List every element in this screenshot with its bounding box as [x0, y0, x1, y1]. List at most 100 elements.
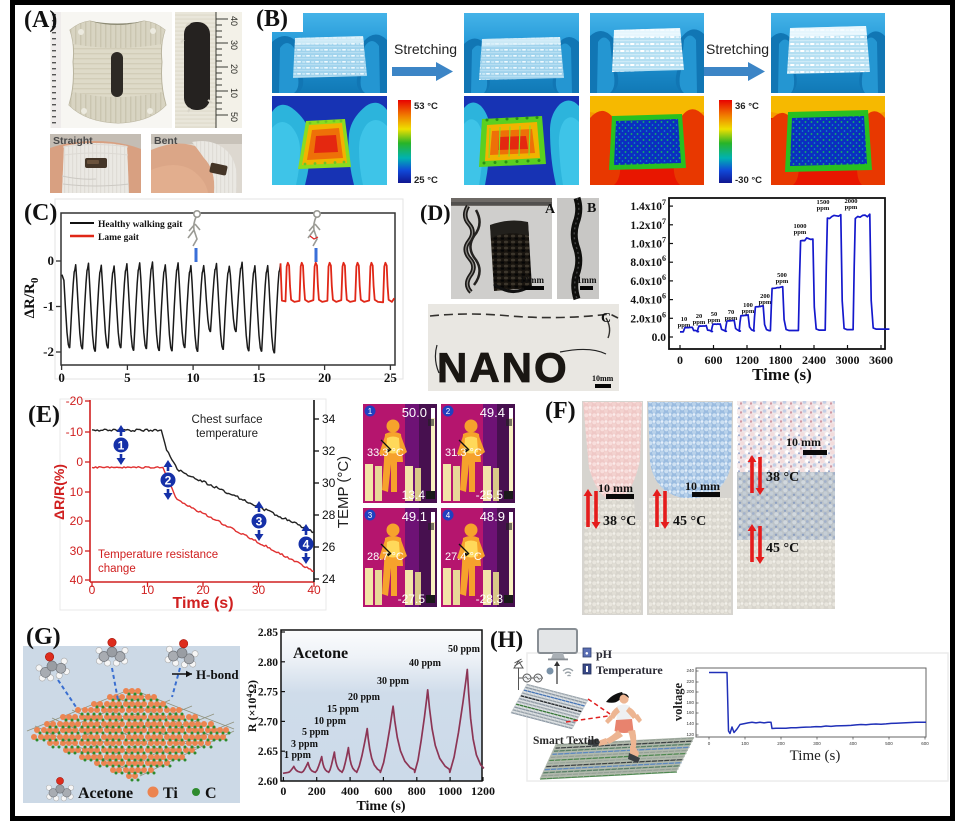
svg-text:Time (s): Time (s) [752, 365, 812, 384]
svg-text:(H): (H) [490, 627, 523, 652]
svg-text:0.0: 0.0 [652, 332, 667, 344]
svg-text:10: 10 [141, 583, 155, 597]
svg-text:A: A [545, 202, 556, 217]
svg-text:Ti: Ti [163, 785, 178, 802]
svg-text:Smart Textile: Smart Textile [533, 735, 599, 747]
svg-text:33.3 °C: 33.3 °C [367, 447, 404, 459]
svg-text:10mm: 10mm [592, 374, 614, 383]
svg-text:400: 400 [849, 741, 857, 746]
svg-text:-27.5: -27.5 [398, 592, 426, 606]
svg-text:0: 0 [89, 583, 96, 597]
svg-text:Lame gait: Lame gait [98, 233, 140, 243]
svg-text:TEMP (°C): TEMP (°C) [335, 456, 352, 528]
svg-text:1: 1 [368, 407, 373, 416]
svg-text:0: 0 [58, 370, 65, 385]
svg-text:2.60: 2.60 [258, 776, 278, 788]
svg-text:Stretching: Stretching [706, 41, 769, 57]
svg-text:10 ppm: 10 ppm [314, 716, 347, 727]
svg-text:220: 220 [686, 679, 694, 684]
svg-text:Healthy walking gait: Healthy walking gait [98, 220, 183, 230]
svg-text:8.0x106: 8.0x106 [630, 254, 666, 269]
svg-text:53 °C: 53 °C [414, 101, 438, 112]
svg-text:2.75: 2.75 [258, 687, 278, 699]
svg-text:Temperature resistance: Temperature resistance [98, 549, 218, 561]
svg-text:49.1: 49.1 [402, 509, 427, 524]
svg-text:26: 26 [322, 540, 336, 554]
svg-text:200: 200 [686, 689, 694, 694]
svg-text:Temperature: Temperature [596, 663, 663, 677]
svg-text:0: 0 [677, 353, 683, 367]
svg-text:3: 3 [368, 511, 373, 520]
svg-text:voltage: voltage [671, 682, 685, 721]
svg-text:●: ● [585, 651, 589, 657]
svg-text:Straight: Straight [53, 135, 93, 147]
svg-text:4: 4 [446, 511, 451, 520]
svg-text:10: 10 [187, 370, 200, 385]
svg-text:3: 3 [256, 515, 263, 529]
svg-text:13.4: 13.4 [402, 488, 426, 502]
svg-text:32: 32 [322, 444, 336, 458]
svg-text:temperature: temperature [196, 428, 258, 440]
svg-text:50.0: 50.0 [402, 405, 427, 420]
svg-text:500: 500 [885, 741, 893, 746]
svg-text:15: 15 [252, 370, 266, 385]
svg-text:4: 4 [303, 538, 310, 552]
svg-text:38 °C: 38 °C [766, 470, 799, 485]
svg-text:30 ppm: 30 ppm [377, 676, 410, 687]
svg-text:300: 300 [813, 741, 821, 746]
svg-text:0: 0 [76, 455, 83, 469]
svg-text:pH: pH [596, 647, 613, 661]
svg-text:1800: 1800 [769, 353, 793, 367]
svg-text:Time (s): Time (s) [790, 748, 841, 764]
svg-text:600: 600 [921, 741, 929, 746]
svg-text:25: 25 [384, 370, 398, 385]
svg-text:-30 °C: -30 °C [735, 175, 762, 186]
svg-text:1200: 1200 [471, 784, 495, 798]
svg-text:10 mm: 10 mm [685, 479, 720, 493]
svg-text:120: 120 [686, 732, 694, 737]
svg-text:Time (s): Time (s) [172, 595, 233, 612]
svg-text:-1: -1 [43, 299, 54, 314]
svg-text:4.0x106: 4.0x106 [630, 292, 666, 307]
svg-text:600: 600 [705, 353, 723, 367]
svg-text:-20: -20 [66, 396, 84, 408]
svg-text:5: 5 [124, 370, 131, 385]
svg-text:C: C [601, 311, 611, 326]
svg-text:Time (s): Time (s) [356, 799, 405, 813]
svg-text:5 ppm: 5 ppm [302, 727, 330, 738]
svg-text:0: 0 [48, 253, 55, 268]
svg-text:400: 400 [341, 784, 359, 798]
svg-text:2.0x106: 2.0x106 [630, 310, 666, 325]
svg-text:1: 1 [118, 439, 125, 453]
svg-text:10 mm: 10 mm [598, 481, 633, 495]
svg-text:40: 40 [229, 16, 239, 26]
svg-text:1 ppm: 1 ppm [284, 750, 312, 761]
svg-text:0: 0 [280, 784, 286, 798]
svg-text:180: 180 [686, 700, 694, 705]
svg-text:ΔR/R0: ΔR/R0 [22, 277, 41, 318]
svg-text:45 °C: 45 °C [766, 541, 799, 556]
svg-text:-28.3: -28.3 [476, 592, 504, 606]
svg-text:Stretching: Stretching [394, 41, 457, 57]
svg-text:B: B [587, 201, 596, 216]
svg-text:24: 24 [322, 572, 336, 586]
svg-text:1.4x107: 1.4x107 [630, 198, 666, 213]
svg-text:2: 2 [446, 407, 451, 416]
svg-text:240: 240 [686, 668, 694, 673]
svg-text:34: 34 [322, 412, 336, 426]
svg-text:49.4: 49.4 [480, 405, 505, 420]
svg-text:10 mm: 10 mm [786, 435, 821, 449]
svg-text:2.70: 2.70 [258, 716, 278, 728]
svg-text:20: 20 [318, 370, 331, 385]
svg-text:30: 30 [70, 544, 84, 558]
svg-text:2.85: 2.85 [258, 627, 278, 639]
svg-text:10: 10 [70, 485, 84, 499]
svg-text:Acetone: Acetone [78, 785, 133, 802]
svg-text:31.3 °C: 31.3 °C [445, 447, 482, 459]
svg-text:1.0x107: 1.0x107 [630, 236, 666, 251]
